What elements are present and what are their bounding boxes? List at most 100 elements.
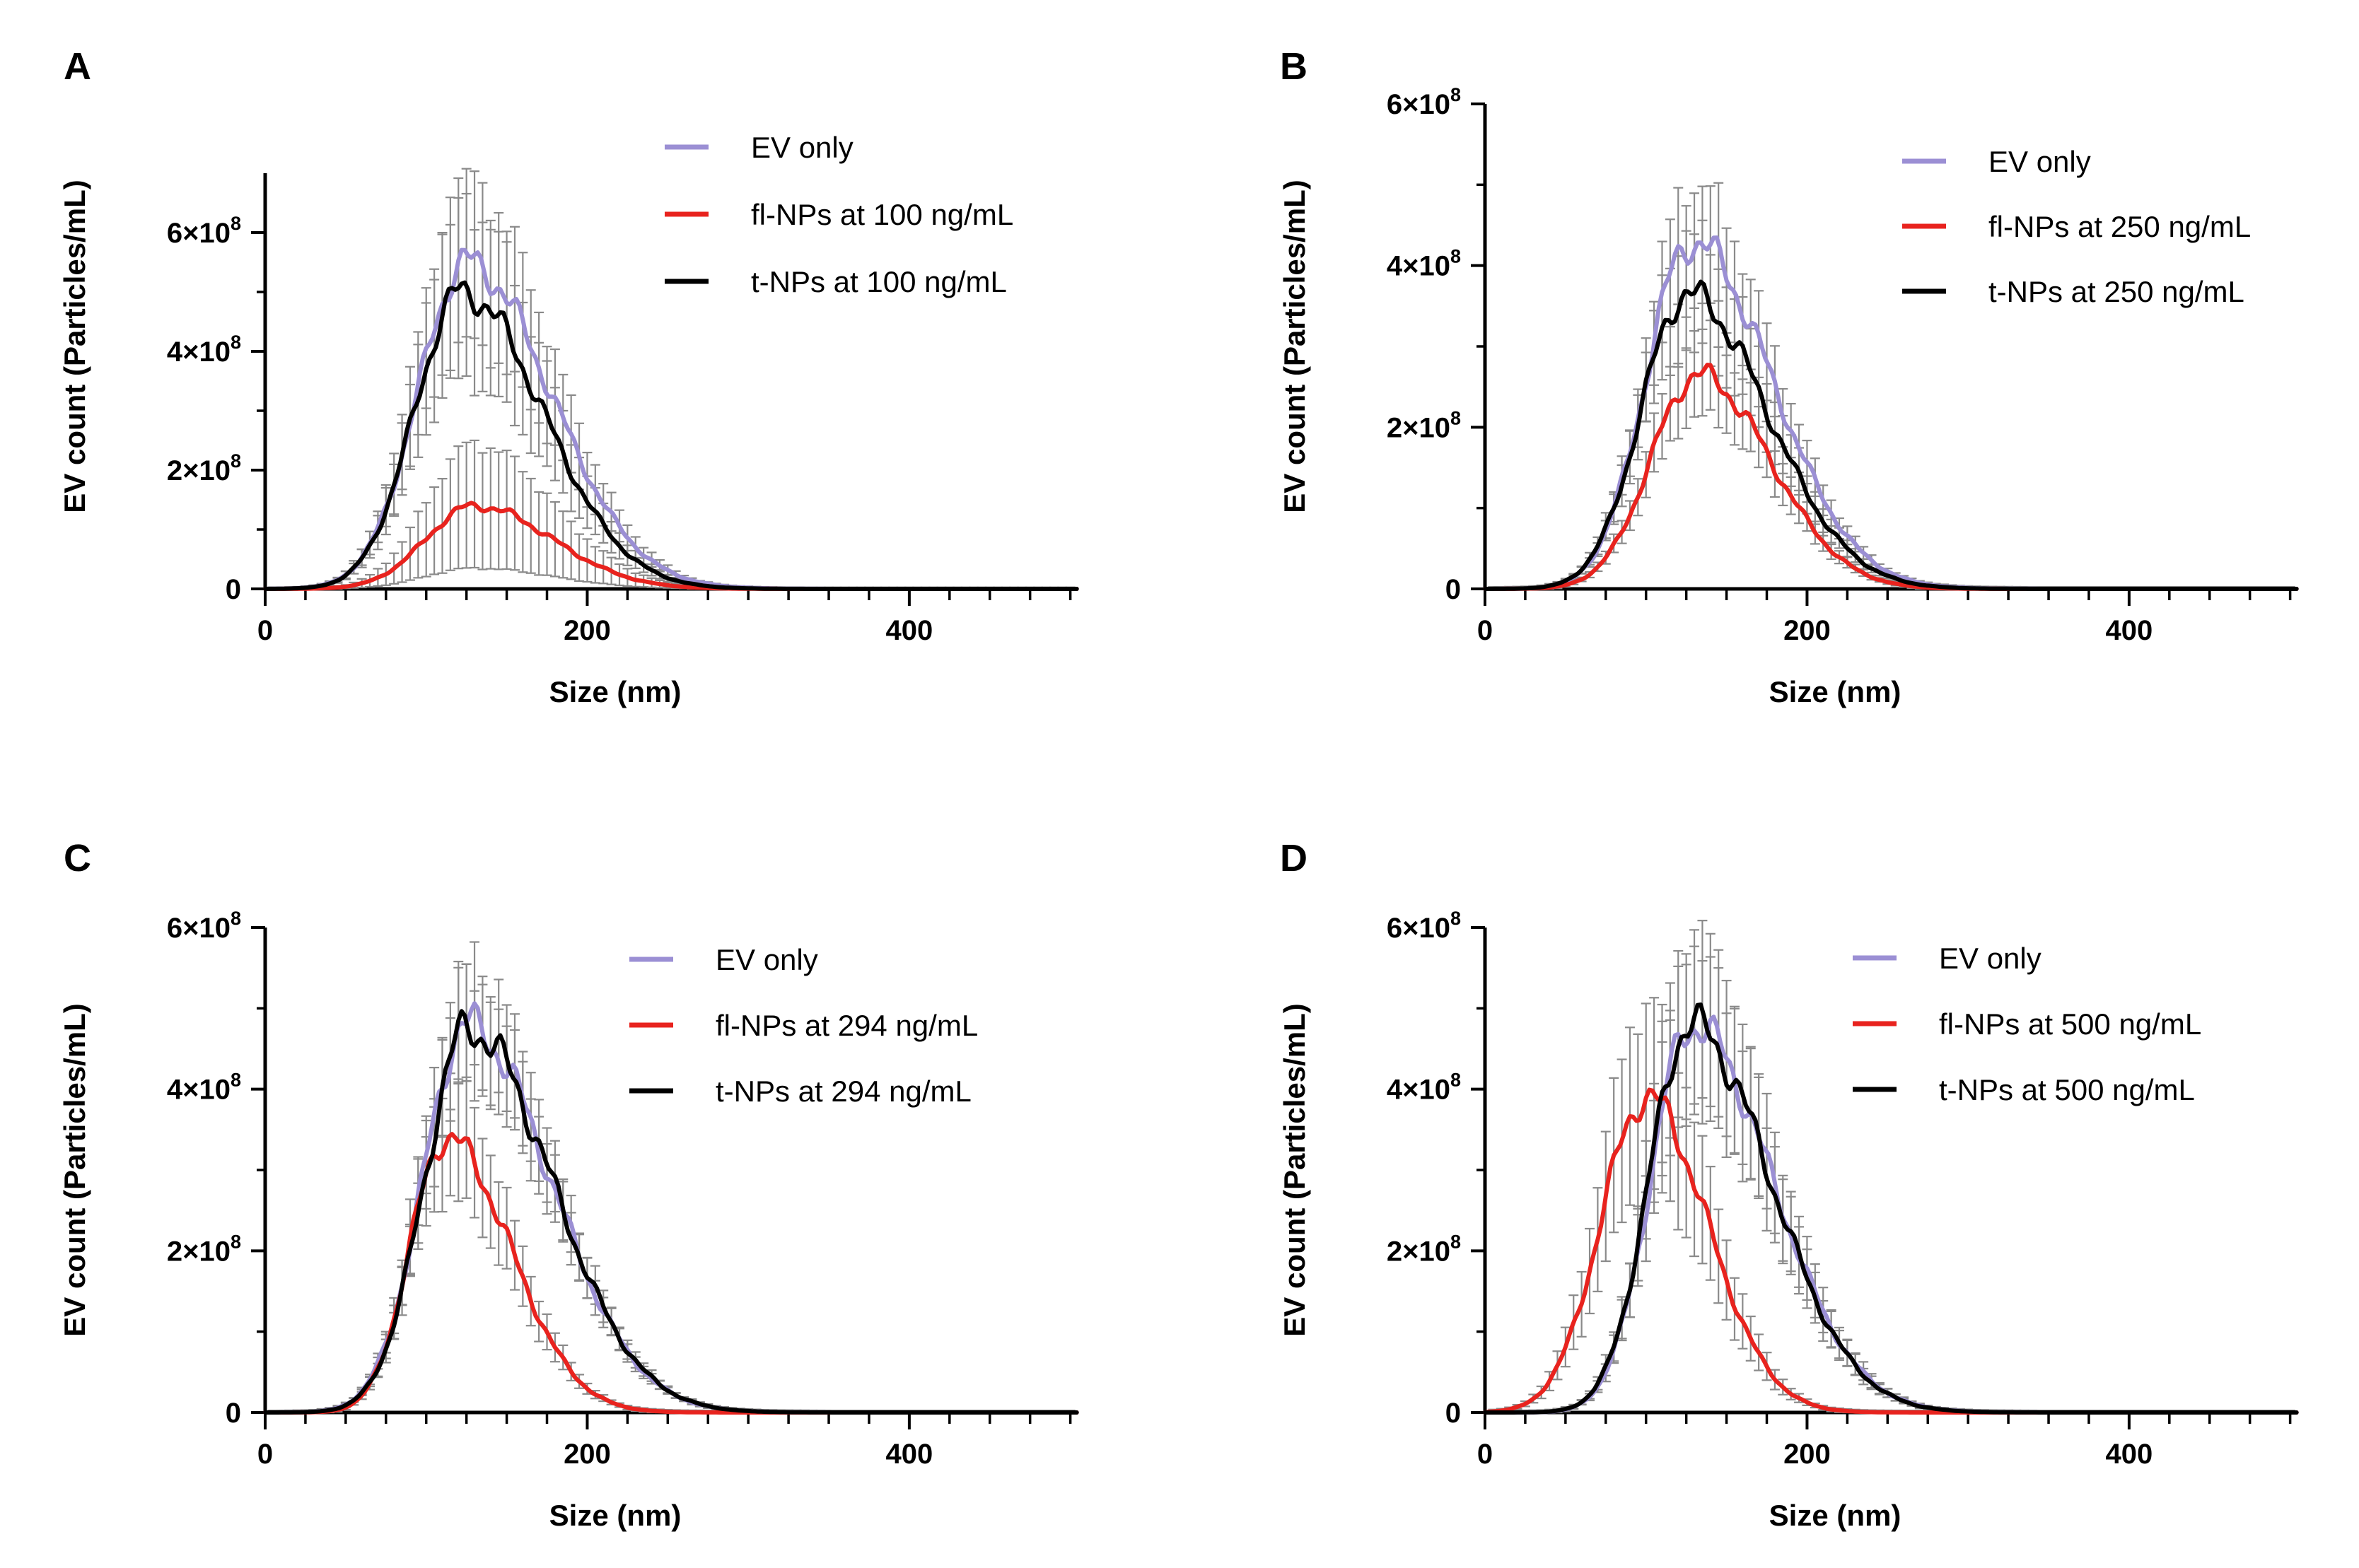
y-tick-label: 0 [1445,1398,1461,1429]
y-tick-exponent: 8 [231,1231,241,1252]
y-tick-label: 4×108 [167,1070,241,1106]
x-axis-title: Size (nm) [549,1499,682,1532]
legend-label: t-NPs at 294 ng/mL [716,1075,972,1108]
series-t-nps [268,192,1076,590]
y-tick-base: 2×10 [1387,412,1450,443]
x-tick-label: 200 [1783,1439,1831,1470]
legend-label: EV only [1939,942,2041,975]
panel-label: D [1280,837,1307,879]
y-tick-base: 2×10 [1387,1236,1450,1267]
series-line-fl-nps [263,1132,1079,1415]
x-tick-label: 200 [564,1439,611,1470]
x-tick-label: 400 [886,1439,933,1470]
series-line-ev-only [263,247,1079,591]
legend-label: fl-NPs at 500 ng/mL [1939,1007,2201,1041]
x-tick-label: 400 [886,615,933,646]
y-tick-label: 4×108 [1387,1070,1461,1106]
series-line-fl-nps [263,501,1079,591]
y-tick-base: 4×10 [1387,251,1450,282]
y-tick-label: 6×108 [1387,84,1461,120]
y-tick-exponent: 8 [1450,84,1461,105]
legend: EV only fl-NPs at 294 ng/mL t-NPs at 294 n… [629,943,978,1108]
y-tick-base: 4×10 [167,337,231,368]
x-tick-label: 200 [564,615,611,646]
y-tick-exponent: 8 [1450,1231,1461,1252]
error-bars [268,192,1076,590]
x-axis-title: Size (nm) [549,675,682,708]
series-line-t-nps [263,1009,1079,1415]
x-tick-label: 400 [2106,1439,2153,1470]
legend-label: fl-NPs at 294 ng/mL [716,1009,978,1042]
series-line-t-nps [1483,279,2299,591]
panel-label: C [64,837,91,879]
series-line-fl-nps [1483,363,2299,591]
series-ev-only [268,168,1076,590]
y-tick-label: 2×108 [167,450,241,486]
y-tick-base: 4×10 [1387,1075,1450,1106]
x-tick-label: 0 [257,1439,273,1470]
y-tick-label: 2×108 [1387,1231,1461,1267]
legend-label: t-NPs at 100 ng/mL [751,265,1007,298]
y-tick-exponent: 8 [231,1070,241,1091]
y-tick-base: 6×10 [1387,89,1450,120]
legend: EV only fl-NPs at 250 ng/mL t-NPs at 250 n… [1902,145,2251,308]
y-tick-base: 2×10 [167,1236,231,1267]
series-line-t-nps [263,280,1079,591]
y-axis-title: EV count (Particles/mL) [1278,180,1311,513]
y-tick-exponent: 8 [231,908,241,929]
y-axis-title: EV count (Particles/mL) [58,1003,91,1336]
y-tick-label: 0 [226,574,241,605]
y-tick-label: 6×108 [1387,908,1461,944]
legend-label: EV only [1988,145,2091,178]
y-tick-exponent: 8 [231,450,241,472]
y-tick-label: 4×108 [167,332,241,368]
y-tick-label: 0 [1445,574,1461,605]
legend: EV only fl-NPs at 100 ng/mL t-NPs at 100 n… [665,131,1013,298]
x-axis-title: Size (nm) [1769,675,1901,708]
y-tick-label: 2×108 [1387,407,1461,443]
y-tick-label: 6×108 [167,213,241,249]
x-tick-label: 0 [1477,1439,1493,1470]
y-axis-title: EV count (Particles/mL) [58,180,91,513]
y-tick-label: 6×108 [167,908,241,944]
y-tick-exponent: 8 [1450,1070,1461,1091]
legend-label: t-NPs at 250 ng/mL [1988,275,2244,308]
y-tick-base: 6×10 [167,218,231,249]
x-tick-label: 200 [1783,615,1831,646]
y-tick-base: 6×10 [1387,913,1450,944]
legend-label: EV only [751,131,854,164]
legend-label: EV only [716,943,818,976]
panel-label: B [1280,45,1307,88]
legend-label: t-NPs at 500 ng/mL [1939,1073,2195,1106]
y-tick-exponent: 8 [1450,246,1461,267]
y-tick-base: 2×10 [167,455,231,486]
y-tick-base: 6×10 [167,913,231,944]
legend: EV only fl-NPs at 500 ng/mL t-NPs at 500 n… [1853,942,2201,1106]
series-line-t-nps [1483,1002,2299,1415]
x-tick-label: 0 [1477,615,1493,646]
error-bars [1488,997,2295,1414]
legend-label: fl-NPs at 100 ng/mL [751,198,1013,231]
error-bars [268,168,1076,590]
x-axis-title: Size (nm) [1769,1499,1901,1532]
y-tick-label: 4×108 [1387,246,1461,282]
y-tick-label: 0 [226,1398,241,1429]
y-tick-exponent: 8 [1450,908,1461,929]
series-fl-nps [268,1072,1076,1414]
y-tick-base: 4×10 [167,1075,231,1106]
y-tick-exponent: 8 [231,213,241,234]
panel-label: A [64,45,91,88]
legend-label: fl-NPs at 250 ng/mL [1988,210,2251,243]
error-bars [268,1072,1076,1414]
y-axis-title: EV count (Particles/mL) [1278,1003,1311,1336]
y-tick-exponent: 8 [231,332,241,353]
x-tick-label: 0 [257,615,273,646]
x-tick-label: 400 [2106,615,2153,646]
y-tick-label: 2×108 [167,1231,241,1267]
series-fl-nps [1488,997,2295,1414]
